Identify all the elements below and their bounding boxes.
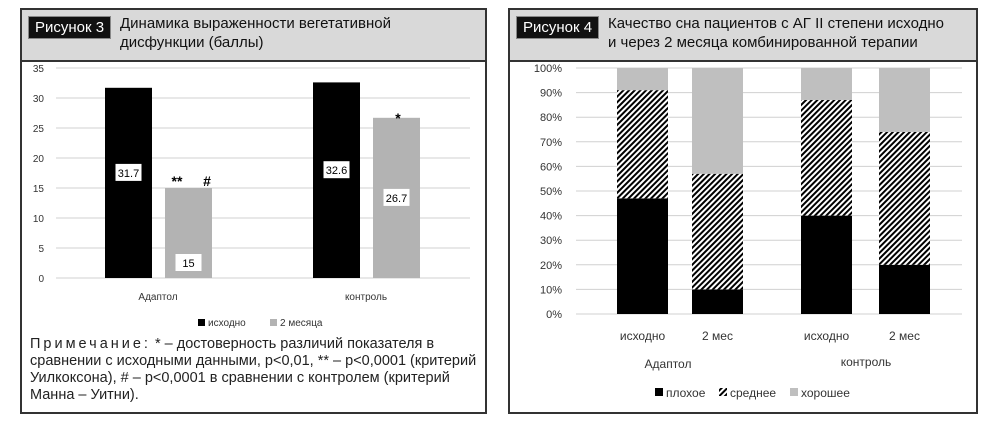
bar-segment-плохое: [617, 198, 668, 314]
y-tick-label: 0: [38, 274, 44, 285]
data-label-box: [323, 161, 350, 179]
legend-swatch: [655, 388, 663, 396]
legend-label: плохое: [666, 386, 706, 400]
bar-segment-плохое: [879, 264, 930, 314]
y-tick-label: 10%: [540, 284, 562, 296]
y-tick-label: 40%: [540, 211, 562, 223]
y-tick-label: 60%: [540, 161, 562, 173]
bar-segment-плохое: [801, 215, 852, 314]
legend-label: исходно: [208, 318, 246, 329]
figure-3-label: Рисунок 3: [28, 16, 112, 39]
figure-3-note: Примечание: * – достоверность различий п…: [30, 336, 480, 404]
y-tick-label: 10: [33, 214, 45, 225]
data-label-box: [115, 163, 142, 181]
category-label: Адаптол: [138, 292, 177, 303]
title-line-1: Качество сна пациентов с АГ II степени и…: [608, 15, 945, 32]
data-label-box: [383, 188, 410, 206]
y-tick-label: 100%: [534, 63, 562, 75]
bar-segment-хорошее: [879, 68, 930, 132]
category-label: исходно: [620, 329, 666, 343]
category-label: контроль: [345, 292, 387, 303]
y-tick-label: 90%: [540, 88, 562, 100]
significance-mark: #: [203, 173, 211, 189]
sleep-quality-chart: 0% 10% 20% 30% 40% 50% 60% 70% 80% 90% 100% исходно…: [534, 63, 962, 400]
legend-label: 2 месяца: [280, 318, 323, 329]
bar-segment-среднее: [879, 131, 930, 265]
y-tick-label: 35: [33, 64, 45, 75]
data-label: 15: [182, 258, 194, 270]
figure-4-title: Качество сна пациентов с АГ II степени и…: [608, 14, 944, 52]
y-tick-label: 30%: [540, 235, 562, 247]
group-label: контроль: [841, 355, 892, 369]
figure-3-title: Динамика выраженности вегетативной дисфун…: [120, 14, 391, 52]
y-tick-label: 80%: [540, 112, 562, 124]
bar-segment-среднее: [617, 90, 668, 199]
significance-mark: **: [172, 173, 183, 189]
data-label-box: [175, 254, 202, 271]
y-tick-label: 20%: [540, 260, 562, 272]
bar-segment-плохое: [692, 289, 743, 314]
figure-4-panel: Рисунок 4 Качество сна пациентов с АГ II…: [508, 8, 978, 414]
category-label: 2 мес: [889, 329, 920, 343]
legend-label: среднее: [730, 386, 776, 400]
title-line-1: Динамика выраженности вегетативной: [120, 15, 391, 32]
bar-segment-среднее: [801, 99, 852, 216]
figure-3-header: Рисунок 3 Динамика выраженности вегетати…: [22, 10, 485, 62]
legend-swatch: [719, 388, 727, 396]
y-tick-label: 25: [33, 124, 45, 135]
data-label: 31.7: [118, 168, 139, 180]
legend-swatch: [198, 319, 205, 326]
figure-4-header: Рисунок 4 Качество сна пациентов с АГ II…: [510, 10, 976, 62]
note-lead: Примечание:: [30, 336, 151, 352]
y-tick-label: 15: [33, 184, 45, 195]
bar-исходно: [105, 87, 152, 278]
group-label: Адаптол: [645, 357, 692, 371]
significance-mark: *: [395, 110, 401, 126]
y-tick-label: 50%: [540, 186, 562, 198]
y-tick-label: 70%: [540, 137, 562, 149]
figure-3-panel: Рисунок 3 Динамика выраженности вегетати…: [20, 8, 487, 414]
y-tick-label: 30: [33, 94, 45, 105]
y-tick-label: 20: [33, 154, 45, 165]
bar-segment-хорошее: [801, 68, 852, 100]
y-tick-label: 0%: [546, 309, 562, 321]
legend-label: хорошее: [801, 386, 850, 400]
note-text: * – достоверность различий показателя в …: [30, 336, 477, 403]
vegetative-dysfunction-chart: 0 5 10 15 20 25 30 35 31.7 15 Адаптол 32.6 26.7 контр…: [33, 64, 470, 329]
data-label: 32.6: [326, 165, 347, 177]
legend-swatch: [790, 388, 798, 396]
data-label: 26.7: [386, 193, 407, 205]
legend-swatch: [270, 319, 277, 326]
title-line-2: дисфункции (баллы): [120, 34, 264, 51]
bar-segment-среднее: [692, 173, 743, 290]
category-label: 2 мес: [702, 329, 733, 343]
y-tick-label: 5: [38, 244, 44, 255]
bar-segment-хорошее: [692, 68, 743, 174]
bar-segment-хорошее: [617, 68, 668, 91]
bar-исходно: [313, 82, 360, 279]
category-label: исходно: [804, 329, 850, 343]
figure-4-label: Рисунок 4: [516, 16, 600, 39]
title-line-2: и через 2 месяца комбинированной терапии: [608, 34, 918, 51]
